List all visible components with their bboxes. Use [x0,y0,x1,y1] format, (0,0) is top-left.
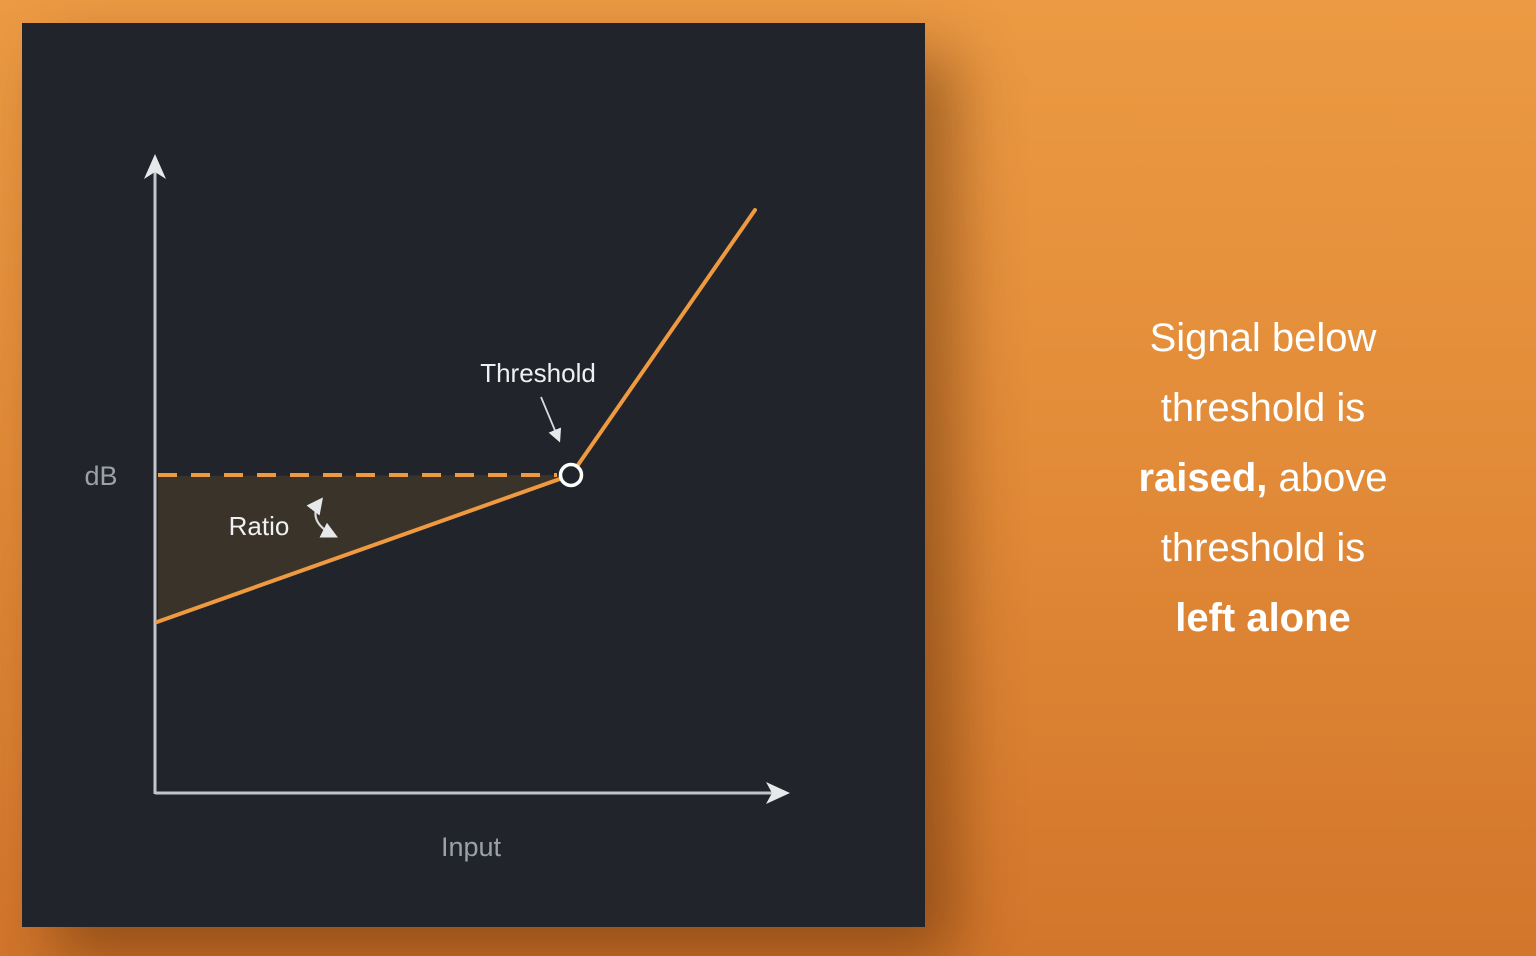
ratio-curve-arrow-icon [306,497,338,538]
x-axis-label: Input [441,832,502,862]
caption-line-1: Signal below [1149,316,1377,360]
caption-line-5: left alone [1175,583,1351,653]
caption-bold-raised: raised, [1138,456,1268,500]
ratio-label: Ratio [229,511,290,541]
y-axis-label: dB [84,461,117,491]
caption-line-3: raised, above [1138,456,1388,500]
caption-block: Signal below threshold is raised, above … [925,0,1536,956]
chart-panel: Threshold Ratio dB Input [22,23,925,927]
compression-diagram: Threshold Ratio dB Input [84,154,790,862]
threshold-pointer-arrow-icon [540,396,562,443]
x-axis-arrow-icon [766,782,790,804]
y-axis-arrow-icon [144,154,166,179]
caption-line-2: threshold is [1160,386,1366,430]
caption-line-4: threshold is [1160,526,1366,570]
threshold-label: Threshold [480,358,596,388]
caption-bold-left-alone: left alone [1175,596,1351,640]
threshold-point-marker [558,462,584,488]
